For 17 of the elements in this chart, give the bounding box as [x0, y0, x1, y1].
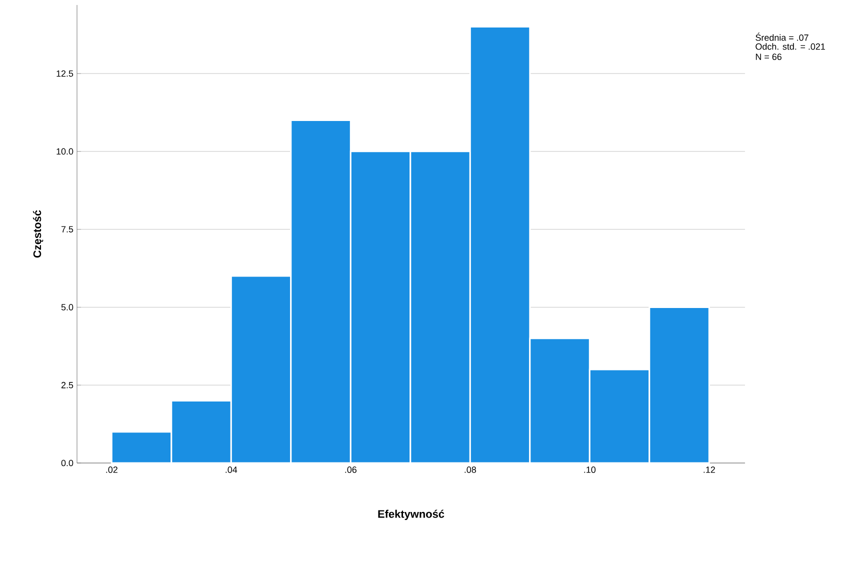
y-tick-label: 2.5 — [61, 382, 74, 388]
y-tick-label: 12.5 — [56, 70, 74, 77]
y-axis-title: Częstość — [32, 210, 44, 258]
text: Średnia = .07 — [756, 32, 808, 41]
y-tick-label: 10.0 — [56, 148, 74, 155]
y-tick-label: 7.5 — [61, 226, 74, 232]
y-tick-label: 5.0 — [61, 304, 74, 310]
x-tick-label: .02 — [106, 466, 118, 473]
x-tick-label: .08 — [464, 466, 476, 473]
text: Odch. std. = .021 — [756, 43, 825, 50]
x-tick-label: .04 — [226, 466, 238, 473]
text: N = 66 — [756, 54, 782, 60]
x-axis-title: Efektywność — [378, 510, 444, 520]
x-tick-label: .10 — [584, 466, 596, 473]
x-tick-label: .12 — [704, 466, 715, 473]
x-tick-label: .06 — [345, 466, 356, 473]
y-tick-label: 0.0 — [61, 460, 74, 466]
